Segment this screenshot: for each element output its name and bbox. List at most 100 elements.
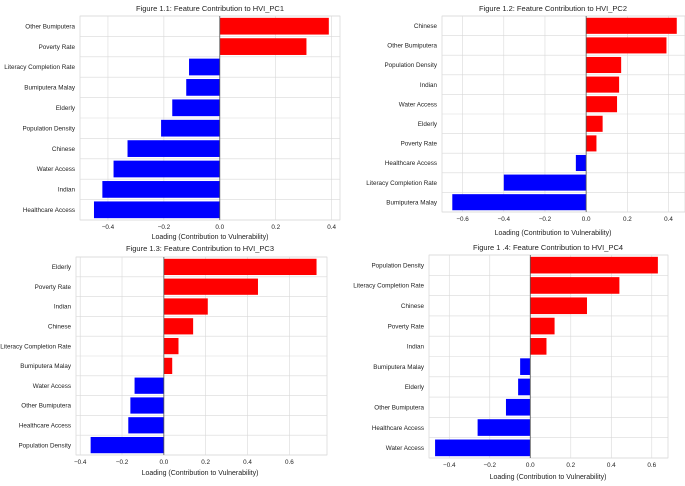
bar-literacy-completion-rate xyxy=(503,174,587,191)
x-tick-label: 0.0 xyxy=(215,224,224,231)
x-tick-label: 0.4 xyxy=(243,459,252,466)
y-tick-label: Literacy Completion Rate xyxy=(4,64,75,71)
bar-healthcare-access xyxy=(477,419,531,436)
bar-population-density xyxy=(530,256,658,274)
bar-indian xyxy=(530,338,547,355)
chart-pc3: Figure 1.3: Feature Contribution to HVI_… xyxy=(0,244,328,477)
x-tick-label: 0.6 xyxy=(647,462,656,469)
x-tick-label: −0.4 xyxy=(74,459,87,466)
y-tick-label: Elderly xyxy=(418,121,438,128)
x-tick-label: −0.2 xyxy=(539,216,552,223)
y-tick-label: Literacy Completion Rate xyxy=(0,343,71,350)
y-tick-label: Other Bumiputera xyxy=(387,43,437,50)
bar-population-density xyxy=(586,56,622,74)
bar-other-bumiputera xyxy=(586,37,667,54)
y-tick-label: Indian xyxy=(407,344,425,351)
bar-bumiputera-malay xyxy=(520,358,531,375)
bar-elderly xyxy=(586,115,603,132)
x-tick-label: 0.2 xyxy=(623,216,632,223)
x-tick-label: 0.2 xyxy=(271,224,280,231)
y-tick-label: Indian xyxy=(420,82,438,89)
bar-bumiputera-malay xyxy=(452,194,587,211)
x-tick-label: −0.2 xyxy=(116,459,129,466)
plot-area: −0.4 −0.2 0.0 0.2 0.4 0.6 Population Density Li… xyxy=(353,254,669,469)
bar-other-bumiputera xyxy=(219,17,329,35)
x-tick-label: −0.6 xyxy=(456,216,469,223)
x-tick-label: 0.6 xyxy=(285,459,294,466)
plot-area: −0.4 −0.2 0.0 0.2 0.4 Other Bumiputera Poverty… xyxy=(4,15,341,231)
y-tick-label: Population Density xyxy=(384,62,437,69)
y-tick-label: Poverty Rate xyxy=(39,44,76,51)
bar-indian xyxy=(586,76,620,93)
bar-healthcare-access xyxy=(93,201,220,219)
y-tick-label: Elderly xyxy=(52,264,72,271)
y-tick-label: Indian xyxy=(54,304,72,311)
y-tick-label: Bumiputera Malay xyxy=(373,364,425,371)
bar-elderly xyxy=(518,378,531,396)
chart-title: Figure 1.1: Feature Contribution to HVI_… xyxy=(136,4,284,13)
x-tick-label: −0.4 xyxy=(102,224,115,231)
chart-pc1: Figure 1.1: Feature Contribution to HVI_… xyxy=(4,4,341,241)
x-axis-label: Loading (Contribution to Vulnerability) xyxy=(142,470,259,477)
bar-water-access xyxy=(435,439,531,457)
x-tick-label: −0.4 xyxy=(443,462,456,469)
y-tick-label: Bumiputera Malay xyxy=(386,199,438,206)
x-tick-label: 0.2 xyxy=(201,459,210,466)
y-tick-label: Literacy Completion Rate xyxy=(366,180,437,187)
x-tick-label: 0.0 xyxy=(159,459,168,466)
y-tick-label: Chinese xyxy=(401,303,425,310)
chart-title: Figure 1.3: Feature Contribution to HVI_… xyxy=(126,244,274,253)
x-tick-label: 0.0 xyxy=(582,216,591,223)
y-tick-label: Water Access xyxy=(33,383,71,390)
y-tick-label: Healthcare Access xyxy=(23,207,75,214)
x-tick-label: 0.4 xyxy=(664,216,673,223)
x-tick-label: 0.4 xyxy=(327,224,336,231)
y-tick-label: Other Bumiputera xyxy=(25,23,75,30)
y-tick-label: Elderly xyxy=(56,105,76,112)
y-tick-label: Bumiputera Malay xyxy=(24,85,76,92)
y-tick-label: Chinese xyxy=(52,146,76,153)
y-tick-label: Population Density xyxy=(18,442,71,449)
x-tick-label: 0.4 xyxy=(607,462,616,469)
bar-poverty-rate xyxy=(586,135,597,152)
y-tick-label: Other Bumiputera xyxy=(21,403,71,410)
bar-other-bumiputera xyxy=(505,398,531,416)
plot-area: −0.4 −0.2 0.0 0.2 0.4 0.6 Elderly Poverty Rate I… xyxy=(0,256,328,466)
bar-water-access xyxy=(134,377,164,394)
bar-indian xyxy=(102,181,220,198)
bar-healthcare-access xyxy=(575,154,587,172)
plot-area: −0.6 −0.4 −0.2 0.0 0.2 0.4 Chinese Other Bumipu… xyxy=(366,15,685,223)
y-tick-label: Healthcare Access xyxy=(385,160,437,167)
bar-water-access xyxy=(113,160,220,178)
x-axis-label: Loading (Contribution to Vulnerability) xyxy=(495,230,612,237)
bar-water-access xyxy=(586,96,618,113)
y-tick-label: Poverty Rate xyxy=(401,141,438,148)
x-tick-label: −0.2 xyxy=(484,462,497,469)
bar-poverty-rate xyxy=(219,38,307,55)
y-tick-label: Other Bumiputera xyxy=(374,404,424,411)
chart-pc4: Figure 1 .4: Feature Contribution to HVI… xyxy=(353,243,669,481)
y-tick-label: Bumiputera Malay xyxy=(20,363,72,370)
y-tick-label: Literacy Completion Rate xyxy=(353,283,424,290)
y-tick-label: Poverty Rate xyxy=(35,284,72,291)
y-tick-label: Indian xyxy=(58,187,76,194)
bar-poverty-rate xyxy=(530,317,555,335)
x-tick-label: 0.0 xyxy=(526,462,535,469)
y-tick-label: Water Access xyxy=(399,101,437,108)
y-tick-label: Population Density xyxy=(22,125,75,132)
bar-chinese xyxy=(586,17,677,34)
y-tick-label: Healthcare Access xyxy=(19,423,71,430)
bar-population-density xyxy=(90,436,164,454)
y-tick-label: Chinese xyxy=(414,23,438,30)
x-tick-label: −0.4 xyxy=(498,216,511,223)
x-axis-label: Loading (Contribution to Vulnerability) xyxy=(152,234,269,241)
bar-poverty-rate xyxy=(163,278,258,295)
y-tick-label: Population Density xyxy=(371,262,424,269)
bar-literacy-completion-rate xyxy=(530,277,620,294)
bar-literacy-completion-rate xyxy=(163,337,179,355)
y-tick-label: Healthcare Access xyxy=(372,425,424,432)
chart-title: Figure 1 .4: Feature Contribution to HVI… xyxy=(473,243,623,252)
y-tick-label: Water Access xyxy=(37,166,75,173)
y-tick-label: Elderly xyxy=(405,384,425,391)
bar-chinese xyxy=(163,318,194,335)
